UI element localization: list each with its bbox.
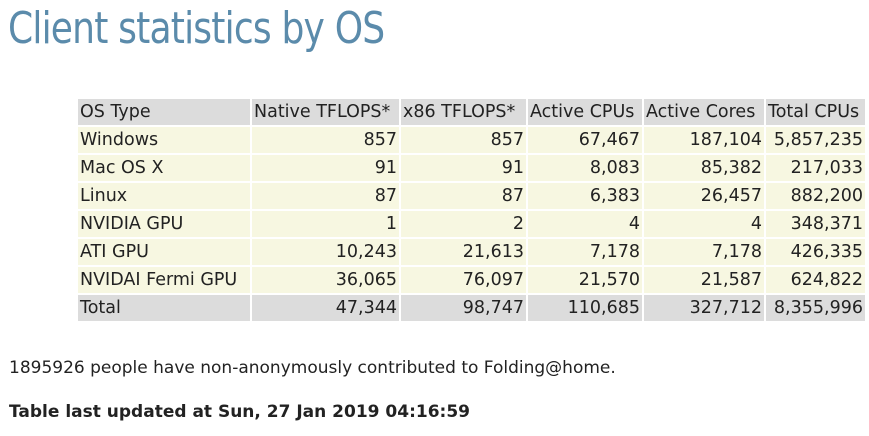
os-type-cell: Mac OS X: [78, 155, 250, 181]
x86-tflops-cell: 76,097: [401, 267, 526, 293]
os-stats-table: OS Type Native TFLOPS* x86 TFLOPS* Activ…: [76, 97, 867, 323]
active-cpus-cell: 8,083: [528, 155, 642, 181]
active-cores-cell: 26,457: [644, 183, 764, 209]
x86-tflops-cell: 2: [401, 211, 526, 237]
active-cores-cell: 187,104: [644, 127, 764, 153]
table-row: NVIDIA GPU 1 2 4 4 348,371: [78, 211, 865, 237]
native-tflops-cell: 857: [252, 127, 399, 153]
last-updated-note: Table last updated at Sun, 27 Jan 2019 0…: [9, 402, 470, 422]
active-cpus-cell: 4: [528, 211, 642, 237]
native-tflops-cell: 1: [252, 211, 399, 237]
active-cores-cell: 4: [644, 211, 764, 237]
total-cpus-cell: 426,335: [766, 239, 865, 265]
total-cpus-cell: 882,200: [766, 183, 865, 209]
os-type-cell: NVIDIA GPU: [78, 211, 250, 237]
active-cpus-cell: 67,467: [528, 127, 642, 153]
contributors-note: 1895926 people have non-anonymously cont…: [9, 358, 616, 378]
total-cpus-cell: 348,371: [766, 211, 865, 237]
os-type-cell: NVIDAI Fermi GPU: [78, 267, 250, 293]
active-cores-cell: 85,382: [644, 155, 764, 181]
table-row: Linux 87 87 6,383 26,457 882,200: [78, 183, 865, 209]
x86-tflops-cell: 91: [401, 155, 526, 181]
header-native-tflops: Native TFLOPS*: [252, 99, 399, 125]
table-row: ATI GPU 10,243 21,613 7,178 7,178 426,33…: [78, 239, 865, 265]
page-title: Client statistics by OS: [8, 3, 385, 54]
total-x86-tflops-cell: 98,747: [401, 295, 526, 321]
total-native-tflops-cell: 47,344: [252, 295, 399, 321]
active-cpus-cell: 6,383: [528, 183, 642, 209]
header-os-type: OS Type: [78, 99, 250, 125]
header-x86-tflops: x86 TFLOPS*: [401, 99, 526, 125]
native-tflops-cell: 91: [252, 155, 399, 181]
os-type-cell: ATI GPU: [78, 239, 250, 265]
native-tflops-cell: 87: [252, 183, 399, 209]
os-type-cell: Windows: [78, 127, 250, 153]
x86-tflops-cell: 857: [401, 127, 526, 153]
active-cores-cell: 7,178: [644, 239, 764, 265]
x86-tflops-cell: 87: [401, 183, 526, 209]
native-tflops-cell: 36,065: [252, 267, 399, 293]
total-total-cpus-cell: 8,355,996: [766, 295, 865, 321]
total-cpus-cell: 5,857,235: [766, 127, 865, 153]
active-cpus-cell: 21,570: [528, 267, 642, 293]
total-active-cpus-cell: 110,685: [528, 295, 642, 321]
os-type-cell: Linux: [78, 183, 250, 209]
total-cpus-cell: 217,033: [766, 155, 865, 181]
header-active-cpus: Active CPUs: [528, 99, 642, 125]
table-header-row: OS Type Native TFLOPS* x86 TFLOPS* Activ…: [78, 99, 865, 125]
total-label-cell: Total: [78, 295, 250, 321]
active-cores-cell: 21,587: [644, 267, 764, 293]
total-cpus-cell: 624,822: [766, 267, 865, 293]
header-total-cpus: Total CPUs: [766, 99, 865, 125]
table-total-row: Total 47,344 98,747 110,685 327,712 8,35…: [78, 295, 865, 321]
table-row: NVIDAI Fermi GPU 36,065 76,097 21,570 21…: [78, 267, 865, 293]
table-row: Mac OS X 91 91 8,083 85,382 217,033: [78, 155, 865, 181]
x86-tflops-cell: 21,613: [401, 239, 526, 265]
active-cpus-cell: 7,178: [528, 239, 642, 265]
header-active-cores: Active Cores: [644, 99, 764, 125]
native-tflops-cell: 10,243: [252, 239, 399, 265]
table-row: Windows 857 857 67,467 187,104 5,857,235: [78, 127, 865, 153]
total-active-cores-cell: 327,712: [644, 295, 764, 321]
